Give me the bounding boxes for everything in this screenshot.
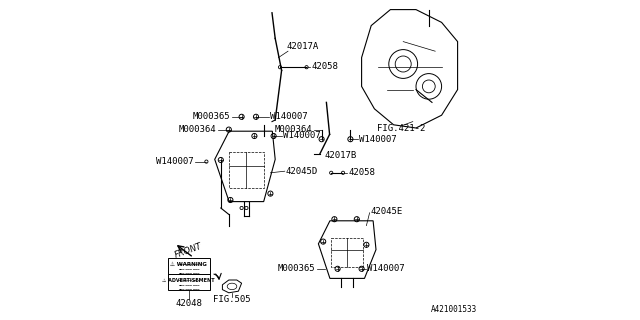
Text: 42045D: 42045D: [285, 167, 317, 176]
Text: W140007: W140007: [367, 264, 405, 273]
Text: A421001533: A421001533: [431, 305, 477, 314]
Text: ─── ─── ───
─── ─── ───
─── ─── ───: ─── ─── ─── ─── ─── ─── ─── ─── ───: [178, 279, 200, 292]
Text: W140007: W140007: [360, 135, 397, 144]
Text: FRONT: FRONT: [173, 242, 204, 260]
Text: ─── ─── ───
─── ─── ───
─── ─── ───: ─── ─── ─── ─── ─── ─── ─── ─── ───: [178, 263, 200, 276]
Text: W140007: W140007: [270, 112, 307, 121]
Text: ⚠ WARNING: ⚠ WARNING: [170, 262, 207, 267]
Text: FIG.505: FIG.505: [213, 295, 251, 304]
Text: W140007: W140007: [283, 131, 320, 140]
Text: 42058: 42058: [311, 62, 338, 71]
Text: M000364: M000364: [275, 125, 312, 134]
Text: M000364: M000364: [179, 125, 216, 134]
Text: 42045E: 42045E: [371, 207, 403, 216]
Text: 42058: 42058: [348, 168, 375, 177]
Text: ⚠ ADVERTISEMENT: ⚠ ADVERTISEMENT: [163, 278, 215, 283]
Text: 42017A: 42017A: [287, 42, 319, 51]
Text: 42048: 42048: [175, 300, 202, 308]
Text: 42017B: 42017B: [325, 151, 357, 160]
Text: FIG.421-2: FIG.421-2: [378, 124, 426, 132]
Text: W140007: W140007: [156, 157, 193, 166]
Text: M000365: M000365: [193, 112, 230, 121]
Text: M000365: M000365: [278, 264, 315, 273]
